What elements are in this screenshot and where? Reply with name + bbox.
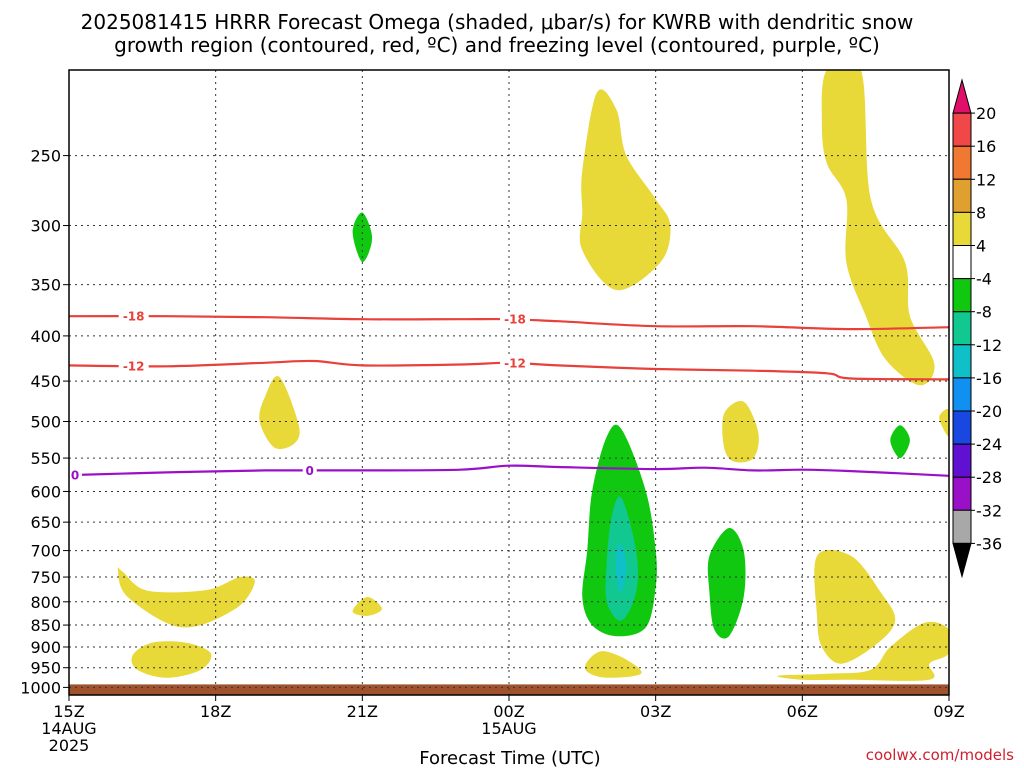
x-tick-label-06Z: 06Z — [787, 702, 818, 721]
y-tick-label-400: 400 — [30, 327, 61, 346]
colorbar-label-12: 12 — [976, 170, 996, 189]
y-tick-label-800: 800 — [30, 593, 61, 612]
x-tick-label-21Z: 21Z — [347, 702, 378, 721]
colorbar-label-8: 8 — [976, 203, 986, 222]
omega-region-1 — [131, 641, 212, 678]
contour-label-bg--12-1 — [500, 355, 530, 370]
colorbar-swatch-5 — [952, 245, 972, 280]
x-tick-sublabel-14AUG: 14AUG — [41, 719, 96, 738]
y-tick-label-700: 700 — [30, 542, 61, 561]
y-tick-label-850: 850 — [30, 616, 61, 635]
colorbar-label--24: -24 — [976, 435, 1002, 454]
credit-text: coolwx.com/models — [866, 746, 1014, 764]
contour-label-bg--18-0 — [118, 309, 149, 324]
colorbar-legend: 20 16 12 8 4 -4 -8 -12 -16 -20 -24 -28 -32 -36 — [952, 78, 1002, 579]
colorbar-label--8: -8 — [976, 303, 992, 322]
x-tick-sublabel-2025: 2025 — [49, 736, 90, 755]
omega-shaded-regions — [117, 70, 949, 681]
temperature-contours: -18 -18 -12 -12 0 0 — [68, 309, 950, 483]
contour-label-0-1: 0 — [305, 464, 313, 478]
y-tick-label-300: 300 — [30, 217, 61, 236]
grid-lines — [68, 70, 950, 695]
colorbar-label--28: -28 — [976, 468, 1002, 487]
colorbar-swatch-7 — [952, 311, 972, 346]
y-tick-label-500: 500 — [30, 413, 61, 432]
x-tick-label-15Z: 15Z — [53, 702, 84, 721]
omega-region-8 — [777, 621, 949, 681]
y-tick-label-350: 350 — [30, 276, 61, 295]
omega-region-6 — [722, 401, 759, 463]
colorbar-swatch-9 — [952, 377, 972, 412]
colorbar-label-16: 16 — [976, 137, 996, 156]
omega-region-2 — [259, 376, 300, 450]
y-tick-label-900: 900 — [30, 638, 61, 657]
y-tick-label-1000: 1000 — [20, 678, 61, 697]
y-tick-label-750: 750 — [30, 568, 61, 587]
colorbar-label-20: 20 — [976, 104, 996, 123]
colorbar-swatch-14 — [952, 542, 972, 579]
colorbar-swatch-1 — [952, 112, 972, 147]
chart-title-line2: growth region (contoured, red, ºC) and f… — [114, 33, 880, 57]
omega-region-13 — [707, 527, 746, 639]
x-tick-label-18Z: 18Z — [200, 702, 231, 721]
colorbar-swatch-10 — [952, 410, 972, 445]
colorbar-label--32: -32 — [976, 501, 1002, 520]
y-axis-ticks: 250 300 350 400 450 500 550 600 650 700 750 800 850 9… — [20, 147, 69, 697]
colorbar-swatch-0 — [952, 78, 972, 114]
x-tick-sublabel-15AUG: 15AUG — [481, 719, 536, 738]
colorbar-swatch-13 — [952, 509, 972, 544]
colorbar-label--12: -12 — [976, 336, 1002, 355]
colorbar-label--16: -16 — [976, 369, 1002, 388]
colorbar-swatch-8 — [952, 344, 972, 379]
omega-region-7 — [821, 70, 935, 386]
omega-region-11 — [352, 212, 373, 263]
x-tick-label-09Z: 09Z — [933, 702, 964, 721]
y-tick-label-600: 600 — [30, 482, 61, 501]
colorbar-swatch-3 — [952, 178, 972, 213]
omega-region-4 — [579, 89, 671, 291]
y-tick-label-550: 550 — [30, 449, 61, 468]
x-tick-label-00Z: 00Z — [493, 702, 524, 721]
contour-label-bg--18-1 — [500, 312, 530, 327]
chart-title-line1: 2025081415 HRRR Forecast Omega (shaded, … — [81, 10, 914, 34]
contour-line-0 — [68, 464, 950, 477]
omega-region-14 — [890, 425, 910, 459]
contour-label-bg-0-1 — [302, 463, 317, 478]
contour-label--12-1: -12 — [504, 356, 526, 370]
omega-region-10 — [939, 409, 949, 437]
colorbar-swatch-2 — [952, 145, 972, 180]
colorbar-label--36: -36 — [976, 534, 1002, 553]
colorbar-label-4: 4 — [976, 237, 986, 256]
contour-label-bg--12-0 — [118, 358, 149, 373]
contour-label-0-0: 0 — [71, 469, 79, 483]
contour-label--18-0: -18 — [123, 310, 145, 324]
omega-region-0 — [117, 567, 255, 628]
contour-label-bg-0-0 — [68, 468, 82, 483]
omega-region-9 — [814, 549, 896, 664]
omega-region-16 — [615, 544, 627, 593]
colorbar-swatch-6 — [952, 278, 972, 313]
colorbar-swatch-12 — [952, 476, 972, 511]
colorbar-label--4: -4 — [976, 270, 992, 289]
contour-label--18-1: -18 — [504, 313, 526, 327]
y-tick-label-450: 450 — [30, 372, 61, 391]
y-tick-label-950: 950 — [30, 659, 61, 678]
contour-label--12-0: -12 — [123, 359, 145, 373]
y-tick-label-650: 650 — [30, 513, 61, 532]
colorbar-label--20: -20 — [976, 402, 1002, 421]
x-tick-label-03Z: 03Z — [640, 702, 671, 721]
omega-region-5 — [585, 651, 642, 678]
omega-region-3 — [352, 596, 382, 616]
y-tick-label-250: 250 — [30, 147, 61, 166]
x-axis-label: Forecast Time (UTC) — [419, 748, 600, 768]
colorbar-swatch-11 — [952, 443, 972, 478]
colorbar-swatch-4 — [952, 211, 972, 246]
